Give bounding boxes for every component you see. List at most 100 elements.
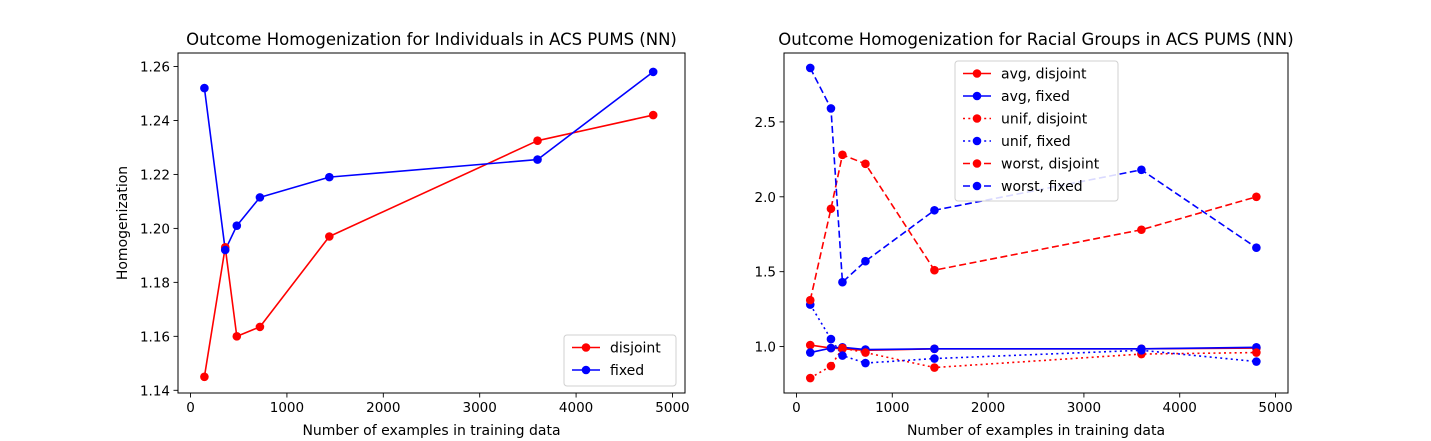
x-tick-label: 5000: [655, 400, 689, 416]
y-tick-label: 1.24: [140, 113, 170, 129]
legend-marker-avg-fixed: [972, 91, 982, 101]
y-tick-label: 1.16: [140, 329, 170, 345]
data-point-avg-disjoint: [805, 340, 815, 350]
data-point-fixed: [220, 245, 230, 255]
x-tick-label: 4000: [1163, 400, 1197, 416]
data-point-worst-fixed: [861, 256, 870, 266]
plot-area: [805, 63, 1261, 383]
x-tick-label: 2000: [971, 400, 1005, 416]
data-point-worst-disjoint: [838, 150, 847, 160]
x-axis-label: Number of examples in training data: [907, 423, 1165, 439]
legend-marker-disjoint: [581, 343, 591, 352]
y-tick-label: 1.18: [140, 275, 170, 291]
data-point-worst-fixed: [1137, 165, 1146, 175]
x-tick-label: 0: [186, 400, 195, 416]
data-point-worst-fixed: [930, 205, 939, 215]
chart-individuals: Outcome Homogenization for Individuals i…: [115, 30, 690, 439]
legend-marker-avg-disjoint: [972, 69, 982, 78]
data-point-worst-disjoint: [861, 159, 870, 169]
data-point-worst-fixed: [826, 104, 836, 113]
data-point-fixed: [255, 193, 265, 202]
data-point-unif-fixed: [930, 354, 939, 363]
legend-marker-fixed: [581, 365, 591, 375]
legend-marker-unif-fixed: [972, 136, 982, 146]
chart-racial-groups: Outcome Homogenization for Racial Groups…: [755, 30, 1294, 439]
legend-marker-worst-fixed: [972, 181, 982, 191]
data-point-disjoint: [648, 110, 658, 120]
chart-title: Outcome Homogenization for Individuals i…: [186, 30, 677, 49]
legend-marker-worst-disjoint: [972, 159, 982, 168]
y-tick-label: 1.26: [140, 59, 170, 75]
data-point-worst-disjoint: [1252, 192, 1261, 202]
data-point-worst-disjoint: [826, 204, 836, 214]
legend: avg, disjoint avg, fixed unif, disjoint uni…: [954, 60, 1119, 202]
data-point-disjoint: [325, 232, 334, 241]
legend-label-worst-disjoint: worst, disjoint: [1001, 157, 1100, 173]
x-tick-label: 0: [792, 400, 801, 416]
x-tick-label: 4000: [559, 400, 593, 416]
plot-frame: [783, 52, 1289, 394]
data-point-unif-fixed: [826, 334, 836, 344]
series-line-unif-fixed: [809, 304, 1257, 364]
x-tick-label: 2000: [366, 400, 400, 416]
chart-title: Outcome Homogenization for Racial Groups…: [778, 30, 1293, 49]
legend-marker-unif-disjoint: [972, 114, 982, 123]
data-point-avg-fixed: [805, 348, 815, 357]
legend-label-unif-disjoint: unif, disjoint: [1001, 112, 1088, 128]
y-tick-label: 1.14: [140, 383, 170, 399]
data-point-unif-disjoint: [930, 363, 939, 372]
data-point-avg-fixed: [826, 343, 836, 353]
plot-frame: [177, 52, 686, 394]
data-point-unif-disjoint: [805, 373, 815, 383]
data-point-worst-disjoint: [930, 265, 939, 275]
x-tick-label: 3000: [1067, 400, 1101, 416]
data-point-disjoint: [533, 136, 542, 145]
data-point-fixed: [648, 67, 658, 77]
legend-label-disjoint: disjoint: [610, 341, 661, 357]
legend-label-unif-fixed: unif, fixed: [1001, 134, 1071, 150]
data-point-worst-fixed: [1252, 243, 1261, 253]
x-axis-label: Number of examples in training data: [302, 423, 560, 439]
y-tick-label: 1.20: [140, 221, 170, 237]
data-point-fixed: [325, 172, 334, 182]
data-point-unif-fixed: [1252, 357, 1261, 366]
y-tick-label: 2.5: [755, 115, 776, 131]
data-point-unif-fixed: [838, 351, 847, 360]
y-tick-label: 2.0: [755, 190, 776, 206]
legend-label-worst-fixed: worst, fixed: [1001, 179, 1083, 195]
data-point-worst-disjoint: [805, 295, 815, 305]
data-point-fixed: [200, 83, 209, 93]
data-point-unif-disjoint: [861, 348, 870, 357]
y-tick-label: 1.22: [140, 167, 170, 183]
data-point-fixed: [533, 155, 542, 164]
data-point-worst-fixed: [805, 63, 815, 73]
y-tick-label: 1.0: [755, 340, 776, 356]
data-point-fixed: [232, 221, 242, 230]
data-point-worst-disjoint: [1137, 225, 1146, 235]
legend-label-avg-disjoint: avg, disjoint: [1001, 67, 1087, 83]
data-point-avg-fixed: [930, 344, 939, 354]
data-point-unif-disjoint: [826, 361, 836, 371]
series-line-avg-fixed: [810, 346, 1257, 354]
data-point-disjoint: [200, 372, 209, 382]
series-line-fixed: [203, 71, 654, 251]
plot-area: [200, 67, 658, 382]
legend-box: [954, 60, 1119, 202]
y-axis-label: Homogenization: [115, 166, 131, 280]
legend: disjoint fixed: [563, 334, 677, 387]
data-point-disjoint: [232, 332, 242, 341]
x-tick-label: 3000: [463, 400, 497, 416]
y-tick-label: 1.5: [755, 265, 776, 281]
x-tick-label: 1000: [875, 400, 909, 416]
data-point-unif-fixed: [861, 358, 870, 368]
data-point-unif-fixed: [1137, 346, 1146, 355]
data-point-unif-disjoint: [1252, 348, 1261, 357]
legend-label-avg-fixed: avg, fixed: [1001, 89, 1070, 105]
legend-label-fixed: fixed: [610, 363, 644, 379]
x-tick-label: 5000: [1258, 400, 1292, 416]
data-point-unif-disjoint: [838, 343, 847, 353]
data-point-disjoint: [255, 322, 265, 332]
data-point-worst-fixed: [838, 277, 847, 287]
x-tick-label: 1000: [270, 400, 304, 416]
